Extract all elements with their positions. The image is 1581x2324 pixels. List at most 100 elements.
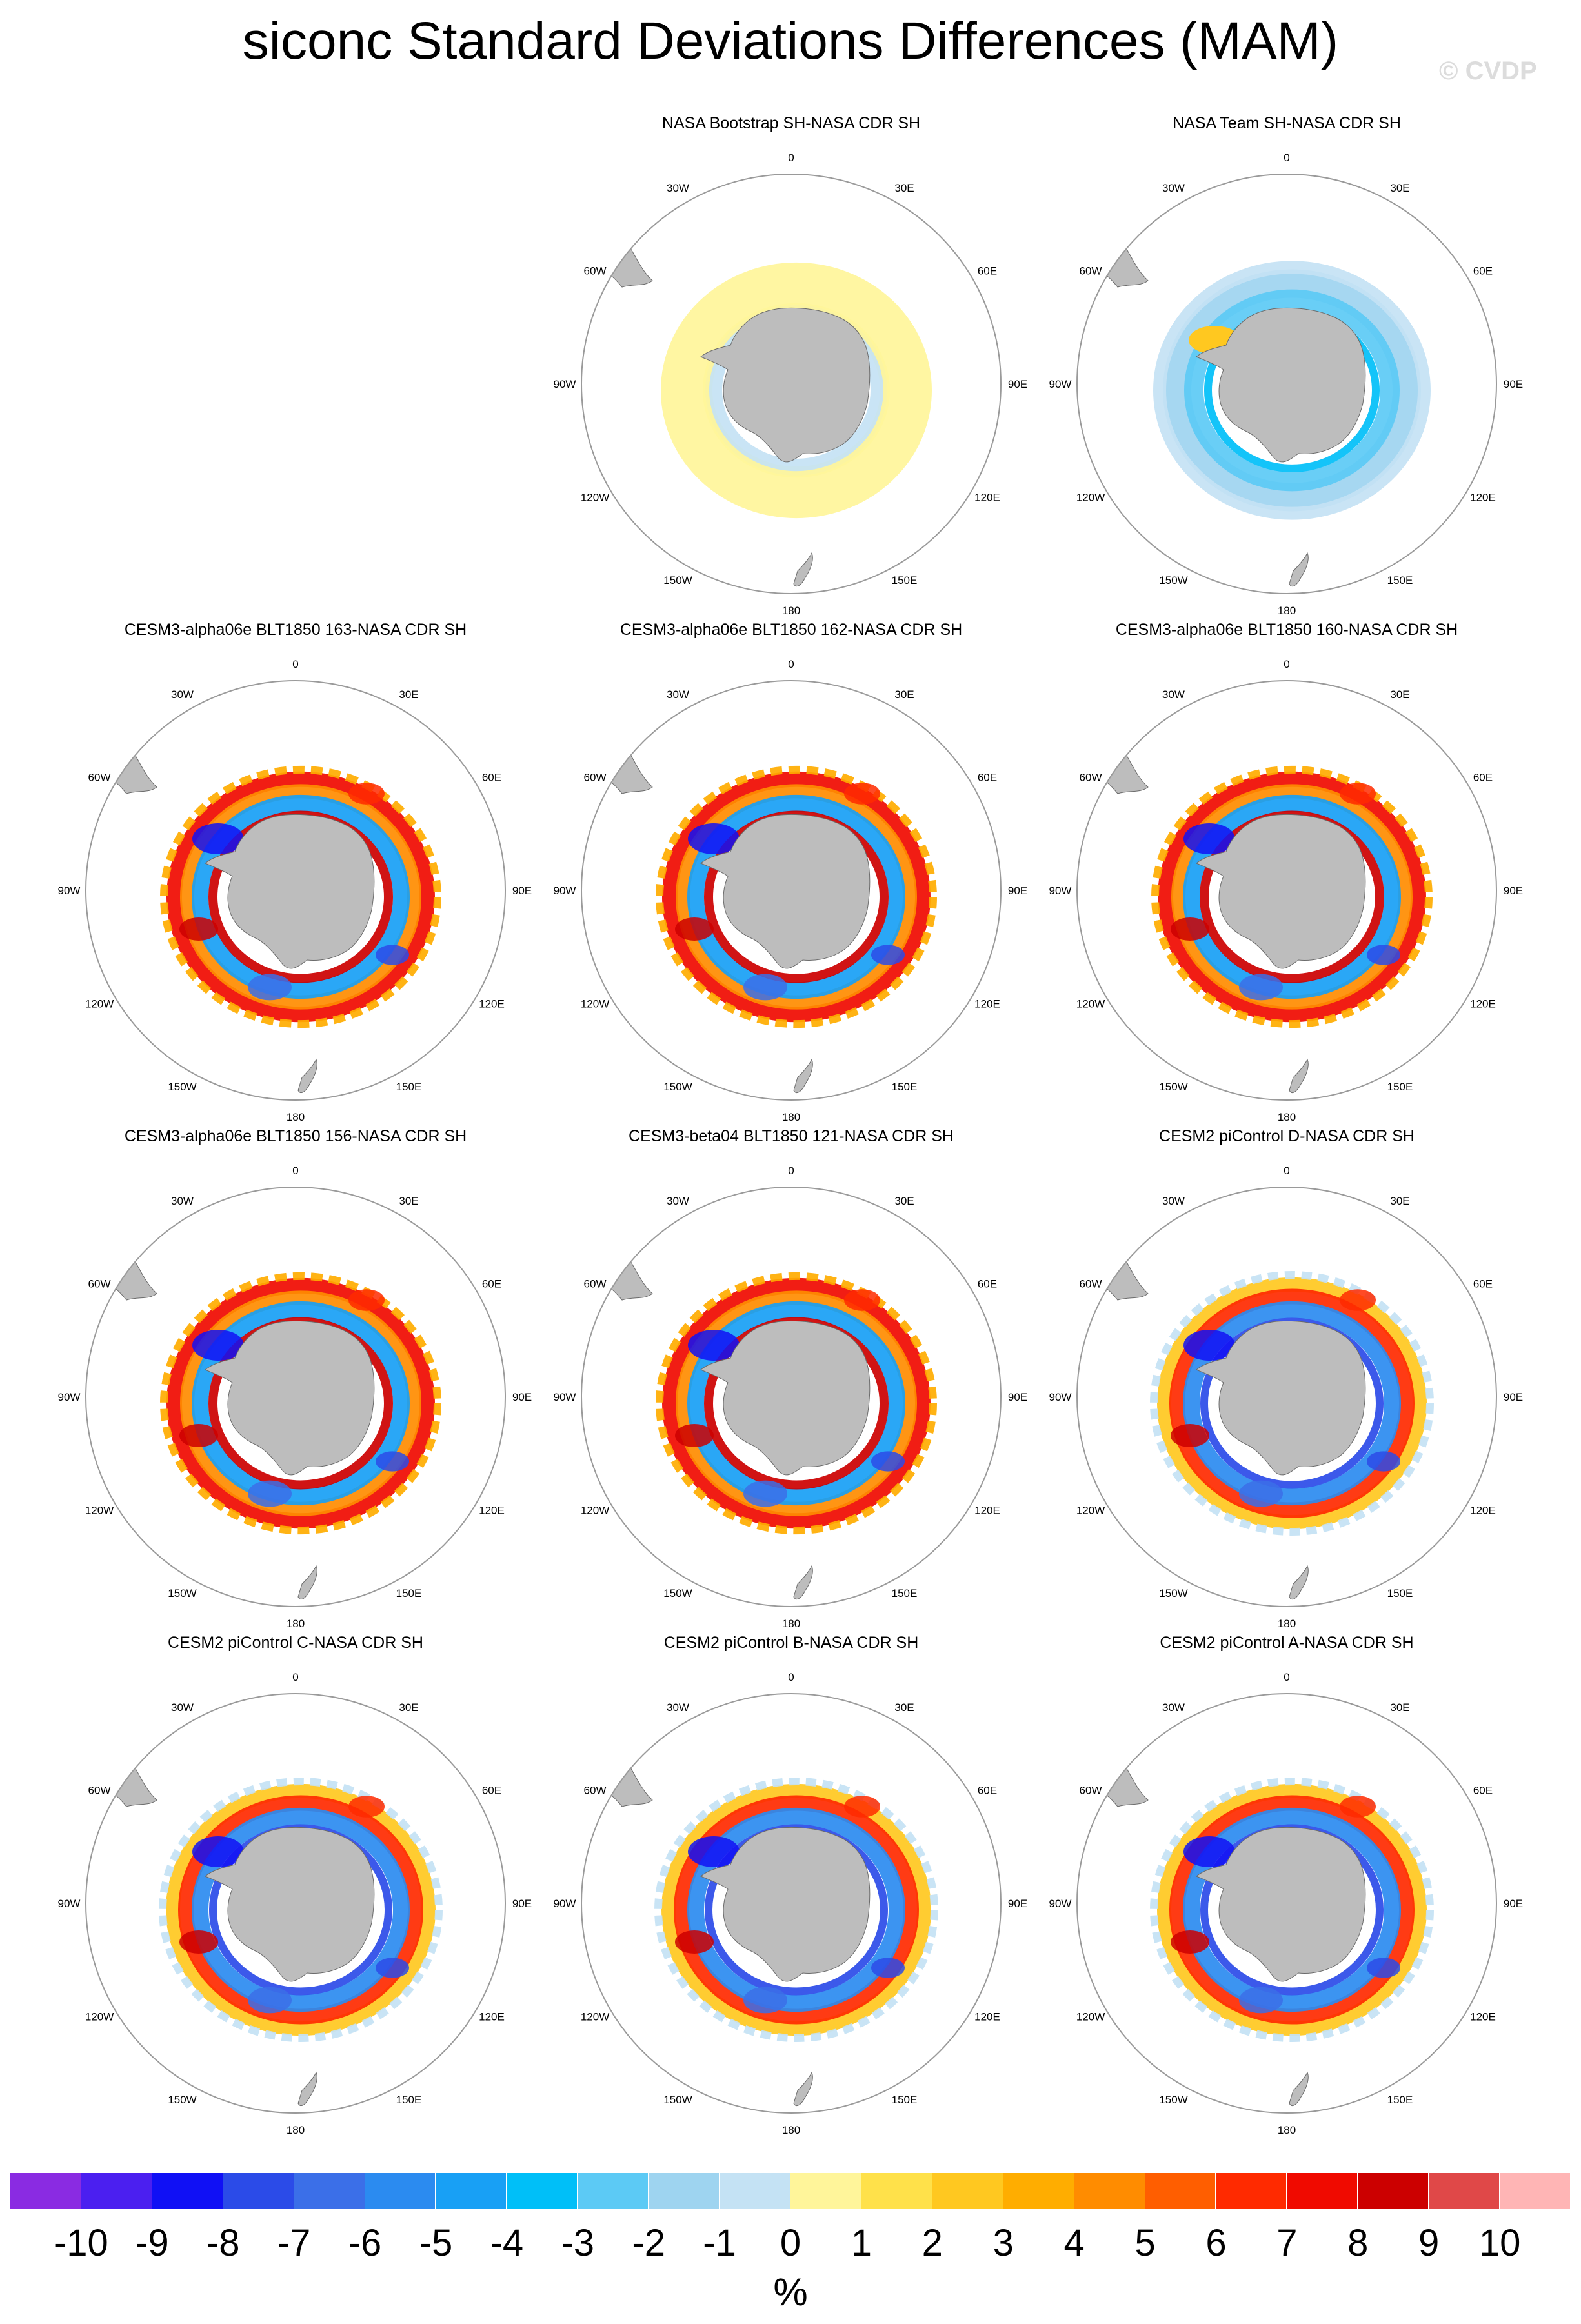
longitude-label: 120E <box>1470 492 1496 504</box>
longitude-label: 180 <box>1278 1111 1296 1123</box>
longitude-label: 180 <box>287 2124 305 2136</box>
longitude-label: 150E <box>396 1587 422 1599</box>
anomaly-blob <box>376 1958 409 1978</box>
longitude-label: 60E <box>1473 1278 1493 1290</box>
colorbar-swatch <box>790 2173 861 2209</box>
longitude-label: 120W <box>1076 1505 1105 1517</box>
anomaly-blob <box>1171 1930 1209 1954</box>
colorbar-swatch <box>649 2173 720 2209</box>
anomaly-blob <box>179 917 218 941</box>
longitude-label: 150W <box>168 2094 196 2106</box>
anomaly-band <box>192 1301 410 1506</box>
longitude-label: 30E <box>399 1195 418 1207</box>
anomaly-blob <box>376 1451 409 1472</box>
polar-map: 0 30E 60E 90E 120E 150E 180 150W 120W 90W 60W 30W <box>554 1165 1028 1630</box>
colorbar-swatch <box>365 2173 436 2209</box>
longitude-label: 30W <box>1162 688 1185 701</box>
colorbar-swatch <box>294 2173 365 2209</box>
map-boundary <box>1076 680 1497 1101</box>
longitude-label: 120E <box>974 998 1000 1010</box>
colorbar-tick-label: -7 <box>277 2222 311 2264</box>
colorbar-swatch <box>1429 2173 1500 2209</box>
longitude-label: 30E <box>894 1195 914 1207</box>
longitude-label: 120E <box>479 1505 505 1517</box>
longitude-label: 0 <box>788 1671 794 1683</box>
longitude-label: 90E <box>1008 885 1027 897</box>
colorbar-tick-label: 1 <box>851 2222 872 2264</box>
anomaly-blob <box>871 1958 905 1978</box>
anomaly-blob <box>1183 1836 1235 1867</box>
longitude-label: 60W <box>88 1278 111 1290</box>
anomaly-band <box>1157 1783 1427 2036</box>
longitude-label: 90E <box>512 1391 532 1403</box>
anomaly-blob <box>844 1796 880 1818</box>
anomaly-band <box>703 303 890 478</box>
longitude-label: 90W <box>1049 885 1072 897</box>
anomaly-band <box>661 1783 931 2036</box>
polar-map: 0 30E 60E 90E 120E 150E 180 150W 120W 90W 60W 30W <box>1049 1165 1524 1630</box>
longitude-label: 0 <box>292 1165 298 1177</box>
anomaly-blob <box>1239 974 1283 1001</box>
longitude-label: 30W <box>667 1701 689 1714</box>
colorbar-swatch <box>1003 2173 1074 2209</box>
anomaly-blob <box>179 1930 218 1954</box>
longitude-label: 150E <box>1387 1587 1413 1599</box>
longitude-label: 180 <box>782 2124 800 2136</box>
longitude-label: 120E <box>974 2011 1000 2023</box>
panel-title: CESM2 piControl C-NASA CDR SH <box>168 1634 423 1652</box>
map-boundary <box>581 1693 1002 2114</box>
longitude-label: 120E <box>1470 998 1496 1010</box>
anomaly-blob <box>192 1836 244 1867</box>
longitude-label: 150E <box>1387 574 1413 586</box>
anomaly-blob <box>348 783 385 805</box>
longitude-label: 180 <box>287 1111 305 1123</box>
longitude-label: 60E <box>1473 1785 1493 1797</box>
longitude-label: 30W <box>171 1195 194 1207</box>
panel-title: CESM3-alpha06e BLT1850 156-NASA CDR SH <box>124 1127 467 1145</box>
longitude-label: 180 <box>782 1618 800 1630</box>
longitude-label: 120E <box>479 2011 505 2023</box>
anomaly-band <box>1183 1807 1401 2012</box>
anomaly-band <box>656 765 937 1028</box>
longitude-label: 180 <box>287 1618 305 1630</box>
south-america-landmass <box>603 1259 653 1301</box>
longitude-label: 90E <box>1504 885 1523 897</box>
antarctica-landmass <box>700 814 871 969</box>
anomaly-blob <box>1239 1987 1283 2014</box>
anomaly-blob <box>1367 1451 1400 1472</box>
longitude-label: 60W <box>88 772 111 784</box>
anomaly-blob <box>1183 1330 1235 1361</box>
anomaly-band <box>180 1290 421 1516</box>
anomaly-band <box>654 1777 938 2043</box>
longitude-label: 90E <box>1008 1391 1027 1403</box>
longitude-label: 90E <box>1008 1898 1027 1910</box>
longitude-label: 60W <box>584 772 607 784</box>
anomaly-blob <box>1183 823 1235 854</box>
longitude-label: 180 <box>1278 2124 1296 2136</box>
longitude-label: 90W <box>1049 1898 1072 1910</box>
longitude-label: 150E <box>1387 1081 1413 1093</box>
longitude-label: 90W <box>58 1898 81 1910</box>
anomaly-blob <box>743 1480 787 1507</box>
anomaly-blob <box>743 974 787 1001</box>
longitude-label: 180 <box>1278 605 1296 617</box>
colorbar-swatch <box>720 2173 790 2209</box>
map-boundary <box>85 1693 506 2114</box>
longitude-label: 120W <box>581 2011 609 2023</box>
longitude-label: 30E <box>1390 1195 1409 1207</box>
longitude-label: 150E <box>892 2094 918 2106</box>
anomaly-band <box>687 1807 905 2012</box>
panel-title: NASA Bootstrap SH-NASA CDR SH <box>661 114 921 132</box>
antarctica-landmass <box>700 307 871 463</box>
new-zealand-landmass <box>1289 1565 1309 1600</box>
longitude-label: 60E <box>1473 265 1493 277</box>
colorbar-tick-label: 5 <box>1134 2222 1156 2264</box>
anomaly-blob <box>1367 945 1400 965</box>
longitude-label: 60E <box>978 265 997 277</box>
longitude-label: 120E <box>974 1505 1000 1517</box>
anomaly-band <box>662 1277 931 1529</box>
longitude-label: 120W <box>581 998 609 1010</box>
new-zealand-landmass <box>1289 1058 1309 1094</box>
watermark: © CVDP <box>1439 57 1537 85</box>
longitude-label: 60W <box>1080 265 1102 277</box>
